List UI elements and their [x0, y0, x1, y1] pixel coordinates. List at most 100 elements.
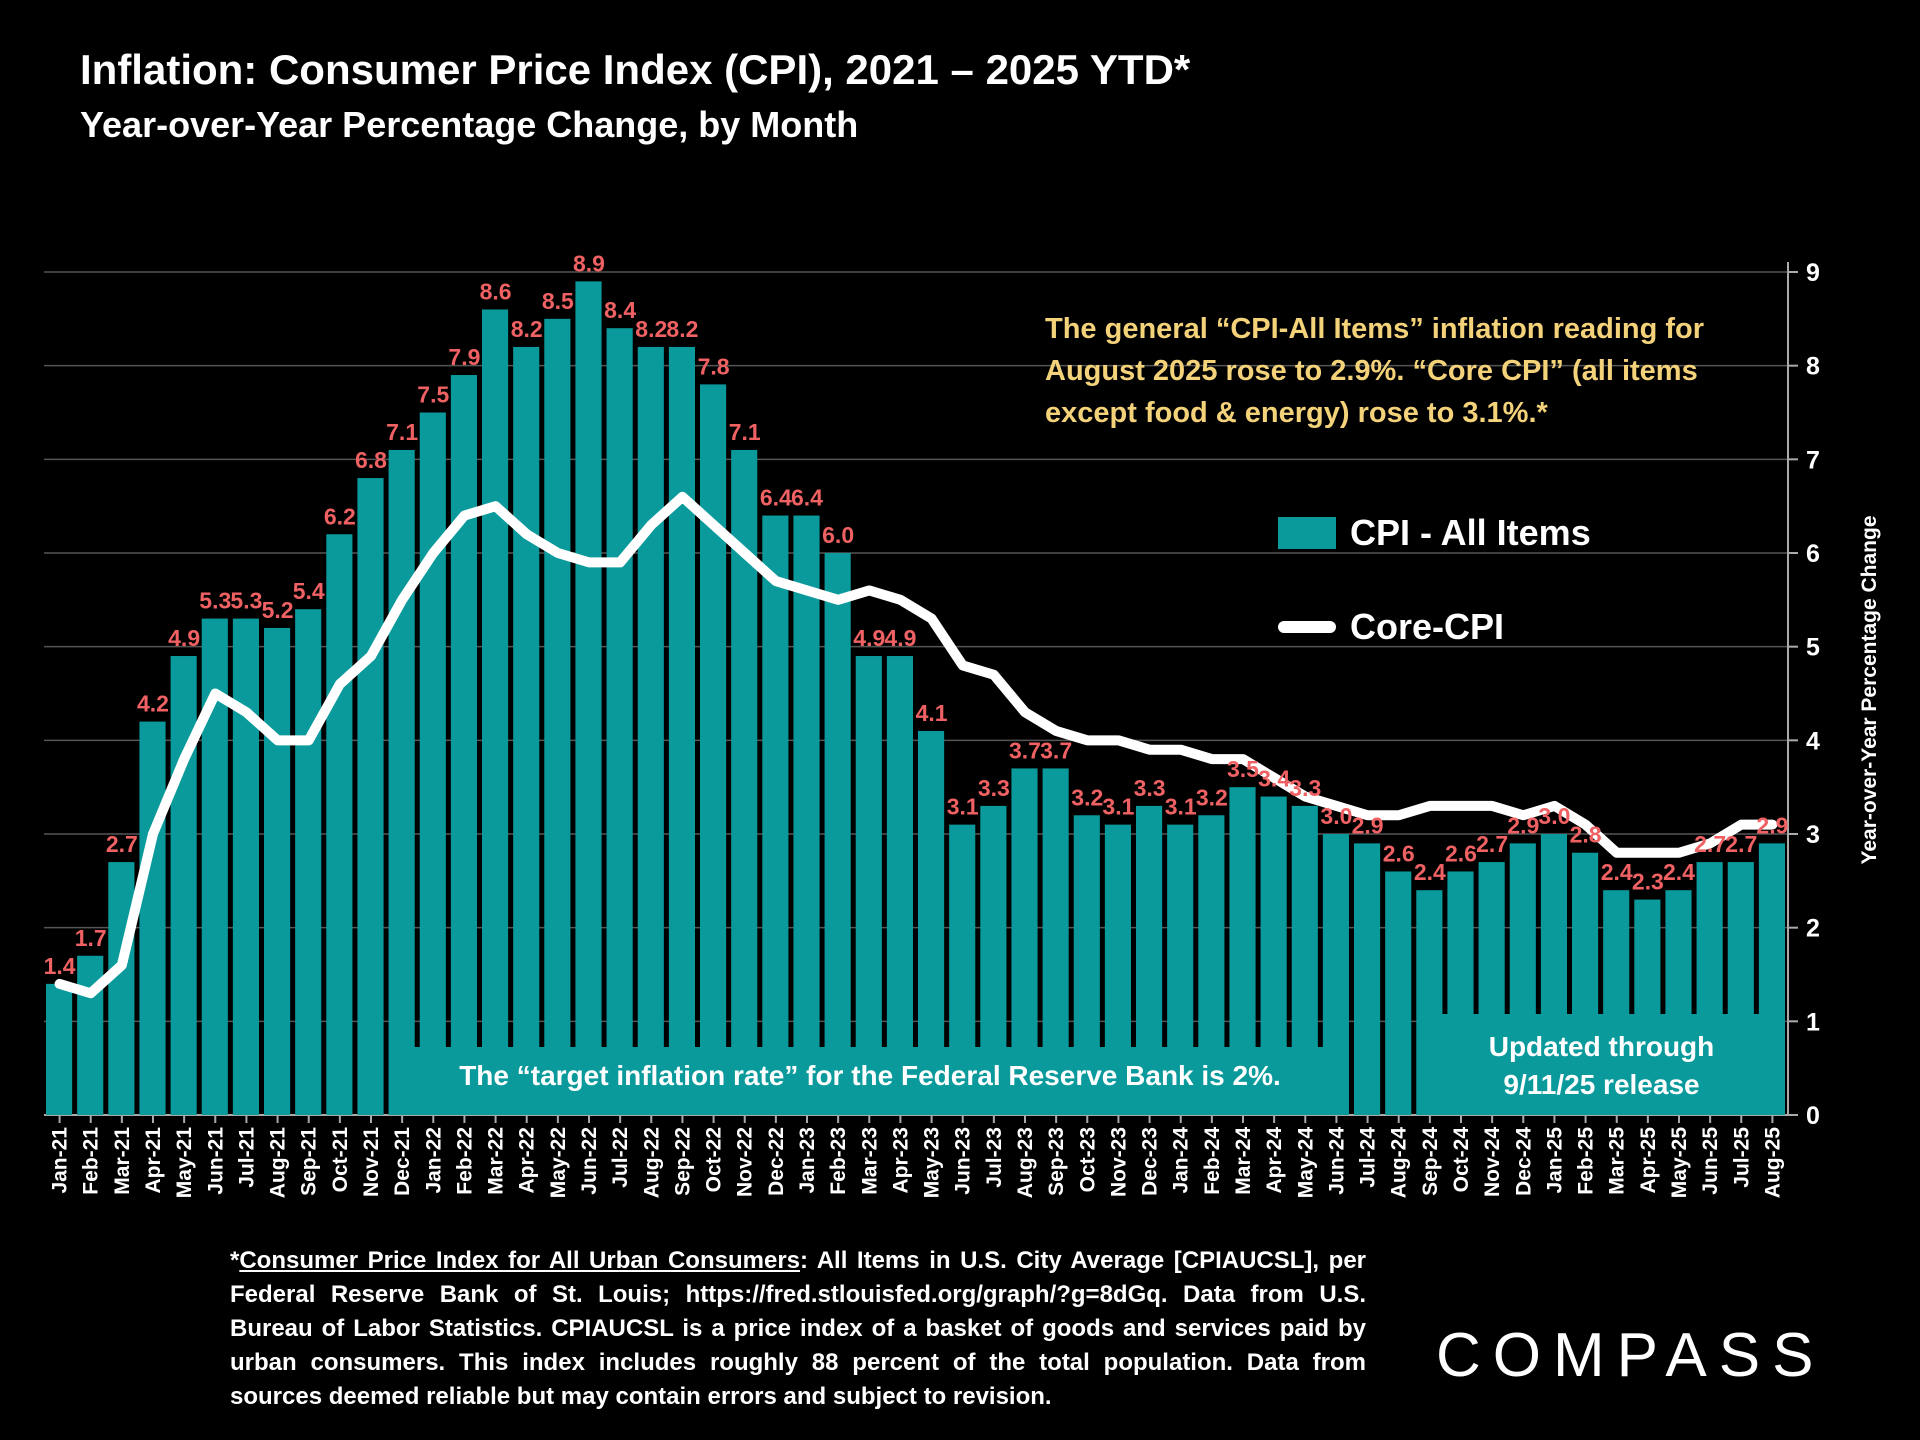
bar [918, 730, 945, 1115]
data-label: 1.4 [44, 953, 76, 979]
bar [1634, 899, 1661, 1115]
data-label: 7.1 [729, 419, 761, 445]
data-label: 7.1 [386, 419, 418, 445]
bar [1291, 805, 1318, 1115]
x-tick-label: Sep-23 [1045, 1127, 1068, 1196]
bar [1696, 862, 1723, 1115]
x-tick-label: Oct-23 [1076, 1127, 1099, 1192]
bar [1727, 862, 1754, 1115]
data-label: 8.9 [573, 250, 605, 276]
data-label: 5.3 [199, 588, 231, 614]
x-tick-label: Jun-22 [578, 1127, 601, 1195]
data-label: 2.7 [106, 831, 138, 857]
bar [1603, 890, 1630, 1115]
x-tick-label: Oct-22 [703, 1127, 726, 1192]
data-label: 4.1 [916, 700, 948, 726]
data-label: 2.6 [1445, 840, 1477, 866]
compass-logo: COMPASS [1436, 1321, 1826, 1390]
bar [1447, 871, 1474, 1115]
x-tick-label: Jan-22 [422, 1127, 445, 1194]
x-tick-label: Sep-24 [1419, 1127, 1442, 1196]
x-tick-label: Jul-21 [235, 1127, 258, 1188]
x-tick-label: Aug-25 [1761, 1127, 1784, 1198]
bar [1509, 843, 1536, 1115]
x-tick-label: Jan-24 [1170, 1127, 1193, 1194]
x-tick-label: Feb-21 [80, 1127, 103, 1195]
data-label: 3.2 [1196, 784, 1228, 810]
x-tick-label: Apr-25 [1637, 1127, 1660, 1194]
x-tick-label: Apr-21 [142, 1127, 165, 1194]
data-label: 6.4 [791, 485, 823, 511]
x-tick-label: Nov-21 [360, 1127, 383, 1197]
y-tick-label: 4 [1806, 727, 1820, 755]
x-tick-label: Nov-24 [1481, 1127, 1504, 1197]
bar [1136, 805, 1163, 1115]
data-label: 3.3 [978, 775, 1010, 801]
y-axis-title: Year-over-Year Percentage Change [1858, 515, 1881, 865]
data-label: 2.9 [1352, 812, 1384, 838]
data-label: 6.2 [324, 503, 356, 529]
x-tick-label: May-25 [1668, 1127, 1691, 1199]
y-tick-label: 6 [1806, 540, 1820, 568]
bar [855, 656, 882, 1115]
data-label: 2.9 [1507, 812, 1539, 838]
bar [232, 618, 259, 1115]
x-tick-label: Jul-24 [1357, 1127, 1380, 1188]
data-label: 8.6 [480, 278, 512, 304]
data-label: 3.0 [1320, 803, 1352, 829]
data-label: 3.0 [1538, 803, 1570, 829]
data-label: 8.4 [604, 297, 636, 323]
x-tick-label: Jul-23 [983, 1127, 1006, 1188]
data-label: 6.0 [822, 522, 854, 548]
bar [1540, 834, 1567, 1115]
x-tick-label: Nov-22 [734, 1127, 757, 1197]
source-link[interactable]: Consumer Price Index for All Urban Consu… [239, 1247, 801, 1274]
bar [980, 805, 1007, 1115]
x-tick-label: Jul-22 [609, 1127, 632, 1188]
y-tick-label: 5 [1806, 634, 1820, 662]
data-label: 4.2 [137, 691, 169, 717]
bar [46, 983, 73, 1115]
x-tick-label: Sep-22 [671, 1127, 694, 1196]
data-label: 5.4 [293, 578, 325, 604]
x-tick-label: Dec-24 [1512, 1127, 1535, 1196]
bar [1198, 815, 1225, 1115]
data-label: 4.9 [168, 625, 200, 651]
target-inflation-note: The “target inflation rate” for the Fede… [459, 1060, 1281, 1091]
data-label: 7.9 [448, 344, 480, 370]
x-tick-label: Aug-22 [640, 1127, 663, 1198]
x-tick-label: Jun-25 [1699, 1127, 1722, 1195]
bar [1665, 890, 1692, 1115]
data-label: 2.6 [1383, 840, 1415, 866]
bar [668, 346, 695, 1115]
x-tick-label: Mar-22 [485, 1127, 508, 1195]
y-tick-label: 9 [1806, 259, 1820, 287]
x-tick-label: May-21 [173, 1127, 196, 1199]
y-tick-label: 0 [1806, 1102, 1820, 1130]
data-label: 3.7 [1009, 737, 1041, 763]
legend-label: Core-CPI [1350, 606, 1505, 647]
data-label: 5.3 [230, 588, 262, 614]
x-tick-label: Nov-23 [1107, 1127, 1130, 1197]
x-tick-label: Jan-21 [49, 1127, 72, 1194]
x-tick-label: Oct-21 [329, 1127, 352, 1193]
legend-swatch-line [1278, 621, 1336, 633]
bar [419, 412, 446, 1115]
bar [388, 449, 415, 1115]
data-label: 2.7 [1725, 831, 1757, 857]
bar [793, 515, 820, 1115]
bar [1416, 890, 1443, 1115]
bar [295, 609, 322, 1115]
data-label: 3.1 [947, 794, 979, 820]
bar [606, 328, 633, 1115]
bar [264, 627, 291, 1115]
bar [1011, 768, 1038, 1115]
x-tick-label: Aug-23 [1014, 1127, 1037, 1198]
x-tick-label: May-23 [921, 1127, 944, 1198]
bar [1385, 871, 1412, 1115]
bar [544, 318, 571, 1115]
bar [1229, 787, 1256, 1115]
x-tick-label: Sep-21 [298, 1127, 321, 1196]
x-tick-label: Aug-24 [1388, 1127, 1411, 1198]
legend-swatch-bar [1278, 517, 1336, 549]
